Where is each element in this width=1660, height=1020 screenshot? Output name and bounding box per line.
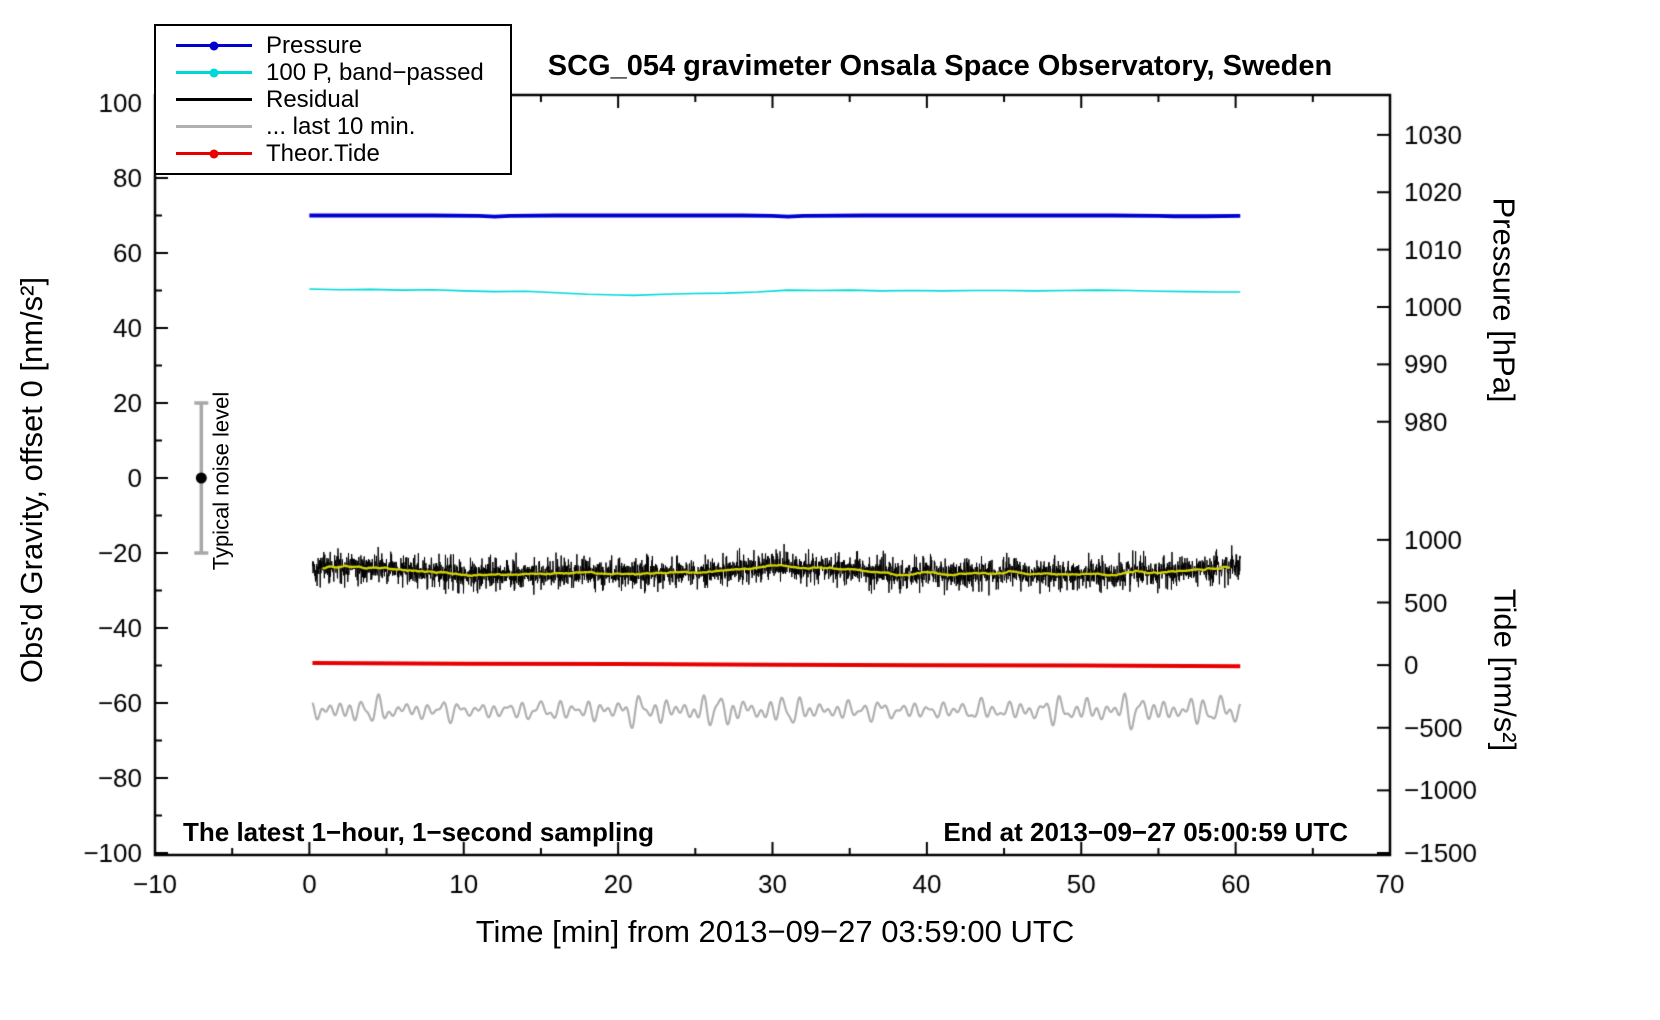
legend-label: Theor.Tide	[266, 139, 380, 167]
legend-item: Pressure	[156, 32, 510, 59]
legend-item: ... last 10 min.	[156, 113, 510, 140]
legend-label: Pressure	[266, 31, 363, 59]
chart-title: SCG_054 gravimeter Onsala Space Observat…	[547, 50, 1333, 82]
noise-level-label: Typical noise level	[208, 391, 234, 570]
legend-swatch	[176, 68, 252, 77]
end-time-annotation: End at 2013−09−27 05:00:59 UTC	[943, 817, 1348, 847]
legend-label: 100 P, band−passed	[266, 58, 484, 86]
legend-item: 100 P, band−passed	[156, 59, 510, 86]
legend-marker-dot	[209, 41, 219, 50]
legend: Pressure 100 P, band−passed Residual... la…	[154, 24, 512, 175]
legend-swatch	[176, 98, 252, 101]
legend-item: Residual	[156, 86, 510, 113]
legend-label: Residual	[266, 85, 360, 113]
legend-item: Theor.Tide	[156, 140, 510, 167]
legend-label: ... last 10 min.	[266, 112, 416, 140]
y-axis-label-gravity: Obs'd Gravity, offset 0 [nm/s²]	[14, 276, 49, 684]
legend-marker-dot	[209, 68, 219, 77]
x-axis-label: Time [min] from 2013−09−27 03:59:00 UTC	[475, 914, 1075, 949]
legend-swatch	[176, 149, 252, 158]
y-axis-label-tide: Tide [nm/s²]	[1487, 588, 1522, 752]
legend-marker-dot	[209, 149, 219, 158]
legend-swatch	[176, 125, 252, 128]
y-axis-label-pressure: Pressure [hPa]	[1487, 197, 1523, 403]
sampling-annotation: The latest 1−hour, 1−second sampling	[183, 817, 655, 847]
legend-swatch	[176, 41, 252, 50]
